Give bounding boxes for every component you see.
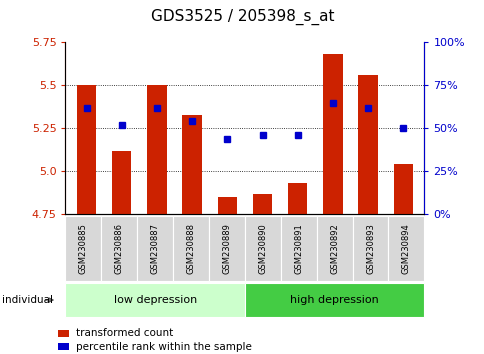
Text: GSM230888: GSM230888 [186,223,195,274]
Text: percentile rank within the sample: percentile rank within the sample [76,342,252,352]
Bar [112,151,131,214]
Text: GSM230893: GSM230893 [365,223,374,274]
Text: high depression: high depression [290,295,378,305]
Text: individual: individual [2,295,53,305]
Text: transformed count: transformed count [76,329,173,338]
Bar [287,183,307,214]
Text: GSM230894: GSM230894 [401,223,410,274]
Text: GSM230890: GSM230890 [258,223,267,274]
Bar [322,55,342,214]
Text: GSM230885: GSM230885 [79,223,88,274]
Text: low depression: low depression [113,295,197,305]
Text: GSM230892: GSM230892 [330,223,338,274]
Bar [182,115,201,214]
Text: GSM230886: GSM230886 [115,223,123,274]
Text: GDS3525 / 205398_s_at: GDS3525 / 205398_s_at [151,9,333,25]
Bar [77,85,96,214]
Bar [358,75,377,214]
Bar [393,164,412,214]
Bar [217,197,237,214]
Bar [147,85,166,214]
Text: GSM230887: GSM230887 [151,223,159,274]
Text: GSM230889: GSM230889 [222,223,231,274]
Text: GSM230891: GSM230891 [294,223,302,274]
Bar [252,194,272,214]
